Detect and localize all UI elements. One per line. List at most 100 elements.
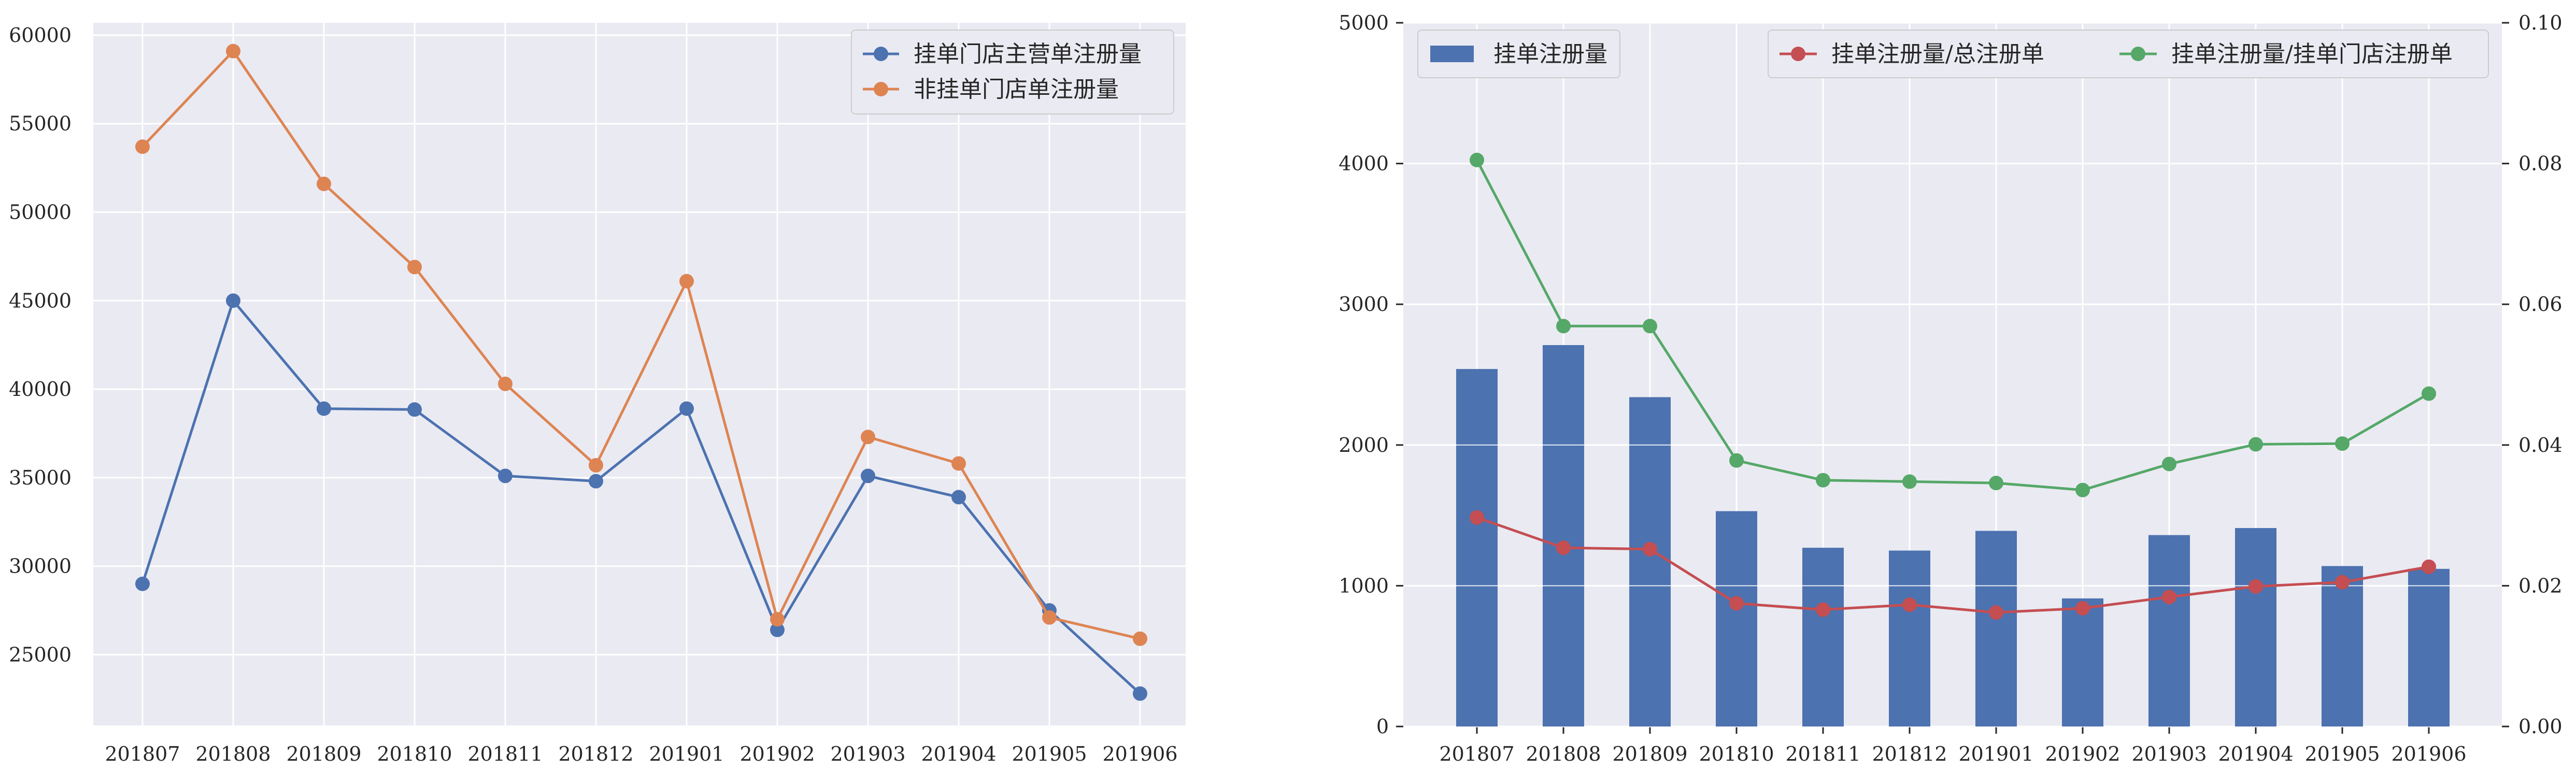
y-left-tick-label: 2000 <box>1339 434 1389 457</box>
x-tick-label: 201901 <box>649 743 724 765</box>
data-point <box>135 576 150 591</box>
x-tick-label: 201904 <box>921 743 996 765</box>
ratio-line-1 <box>1476 516 2429 614</box>
data-point <box>1729 453 1744 468</box>
bar <box>1456 369 1498 726</box>
y-left-tick-label: 0 <box>1376 715 1389 738</box>
data-point <box>2248 437 2263 452</box>
data-point <box>861 430 875 445</box>
legend-label: 挂单门店主营单注册量 <box>914 41 1142 67</box>
data-point <box>770 612 785 627</box>
legend-marker <box>1791 47 1805 61</box>
x-tick-label: 201807 <box>105 743 180 765</box>
bar <box>1975 531 2017 726</box>
y-tick-label: 50000 <box>9 201 72 223</box>
data-point <box>226 44 240 59</box>
y-right-tick-label: 0.10 <box>2518 11 2563 34</box>
bar <box>1543 345 1584 726</box>
x-tick-label: 201812 <box>1872 743 1947 765</box>
x-tick-label: 201901 <box>1958 743 2033 765</box>
y-tick-label: 45000 <box>9 289 72 312</box>
data-point <box>2248 579 2263 594</box>
y-tick-label: 30000 <box>9 555 72 578</box>
data-point <box>2335 575 2350 590</box>
data-point <box>1042 610 1057 625</box>
data-point <box>1989 605 2003 620</box>
legend-label: 挂单注册量/挂单门店注册单 <box>2171 41 2453 67</box>
y-right-tick-label: 0.06 <box>2518 293 2563 316</box>
data-point <box>2422 386 2436 401</box>
combo-chart-hanging-orders: 201807 201808 201809 201810 201811 201812 2019… <box>1339 11 2562 765</box>
line-chart-registrations: 201807 201808 201809 201810 201811 201812 2019… <box>9 23 1186 765</box>
legend-marker <box>2131 47 2145 61</box>
data-point <box>951 490 966 505</box>
data-point <box>1133 631 1147 646</box>
bar <box>2148 535 2190 726</box>
data-point <box>2162 457 2176 472</box>
y-left-tick-label: 4000 <box>1339 152 1389 175</box>
y-tick-label: 60000 <box>9 24 72 47</box>
series-line-1 <box>141 298 1141 695</box>
x-tick-label: 201809 <box>1612 743 1687 765</box>
data-point <box>1556 319 1571 334</box>
y-right-tick-label: 0.02 <box>2518 574 2563 597</box>
data-point <box>1133 686 1147 701</box>
data-point <box>317 176 331 191</box>
legend-bar-swatch <box>1430 46 1474 62</box>
data-point <box>1643 541 1657 557</box>
legend-box <box>851 30 1174 115</box>
x-tick-label: 201906 <box>2391 743 2466 765</box>
legend-label: 挂单注册量/总注册单 <box>1831 41 2044 67</box>
x-tick-label: 201906 <box>1102 743 1177 765</box>
data-point <box>317 401 331 416</box>
data-point <box>1902 474 1917 489</box>
bar <box>1716 511 1757 726</box>
x-tick-label: 201808 <box>1526 743 1601 765</box>
data-point <box>1816 602 1830 617</box>
data-point <box>2075 601 2090 616</box>
x-tick-label: 201902 <box>2045 743 2120 765</box>
y-right-tick-label: 0.04 <box>2518 434 2563 457</box>
bar <box>1889 550 1930 726</box>
bar <box>1802 548 1844 726</box>
x-tick-label: 201811 <box>467 743 543 765</box>
x-tick-label: 201809 <box>286 743 361 765</box>
y-left-tick-label: 3000 <box>1339 293 1389 316</box>
data-point <box>589 474 603 489</box>
data-point <box>1902 597 1917 612</box>
y-tick-label: 55000 <box>9 112 72 135</box>
data-point <box>407 260 422 275</box>
y-left-tick-label: 1000 <box>1339 574 1389 597</box>
data-point <box>1989 476 2003 491</box>
y-tick-label: 40000 <box>9 378 72 401</box>
data-point <box>135 139 150 154</box>
data-point <box>589 458 603 473</box>
data-point <box>1470 152 1484 167</box>
bar <box>2062 598 2103 726</box>
data-point <box>861 468 875 483</box>
ratio-line-2 <box>1475 159 2430 492</box>
data-point <box>407 402 422 417</box>
data-point <box>1643 319 1657 334</box>
data-point <box>770 622 785 637</box>
x-tick-label: 201905 <box>1012 743 1087 765</box>
bar <box>1629 397 1671 726</box>
y-right-tick-label: 0.08 <box>2518 152 2563 175</box>
y-right-tick-label: 0.00 <box>2518 715 2563 738</box>
bar <box>2322 566 2363 726</box>
legend-label: 非挂单门店单注册量 <box>914 76 1119 103</box>
x-tick-label: 201902 <box>739 743 815 765</box>
data-point <box>498 376 513 391</box>
data-point <box>1470 510 1484 525</box>
data-point <box>2335 436 2350 451</box>
y-tick-label: 35000 <box>9 466 72 489</box>
bar <box>2235 528 2276 726</box>
legend-marker <box>874 47 888 61</box>
data-point <box>679 401 694 416</box>
series-line-2 <box>141 49 1141 640</box>
data-point <box>226 293 240 308</box>
data-point <box>1816 473 1830 488</box>
x-tick-label: 201903 <box>2131 743 2207 765</box>
x-tick-label: 201808 <box>195 743 271 765</box>
